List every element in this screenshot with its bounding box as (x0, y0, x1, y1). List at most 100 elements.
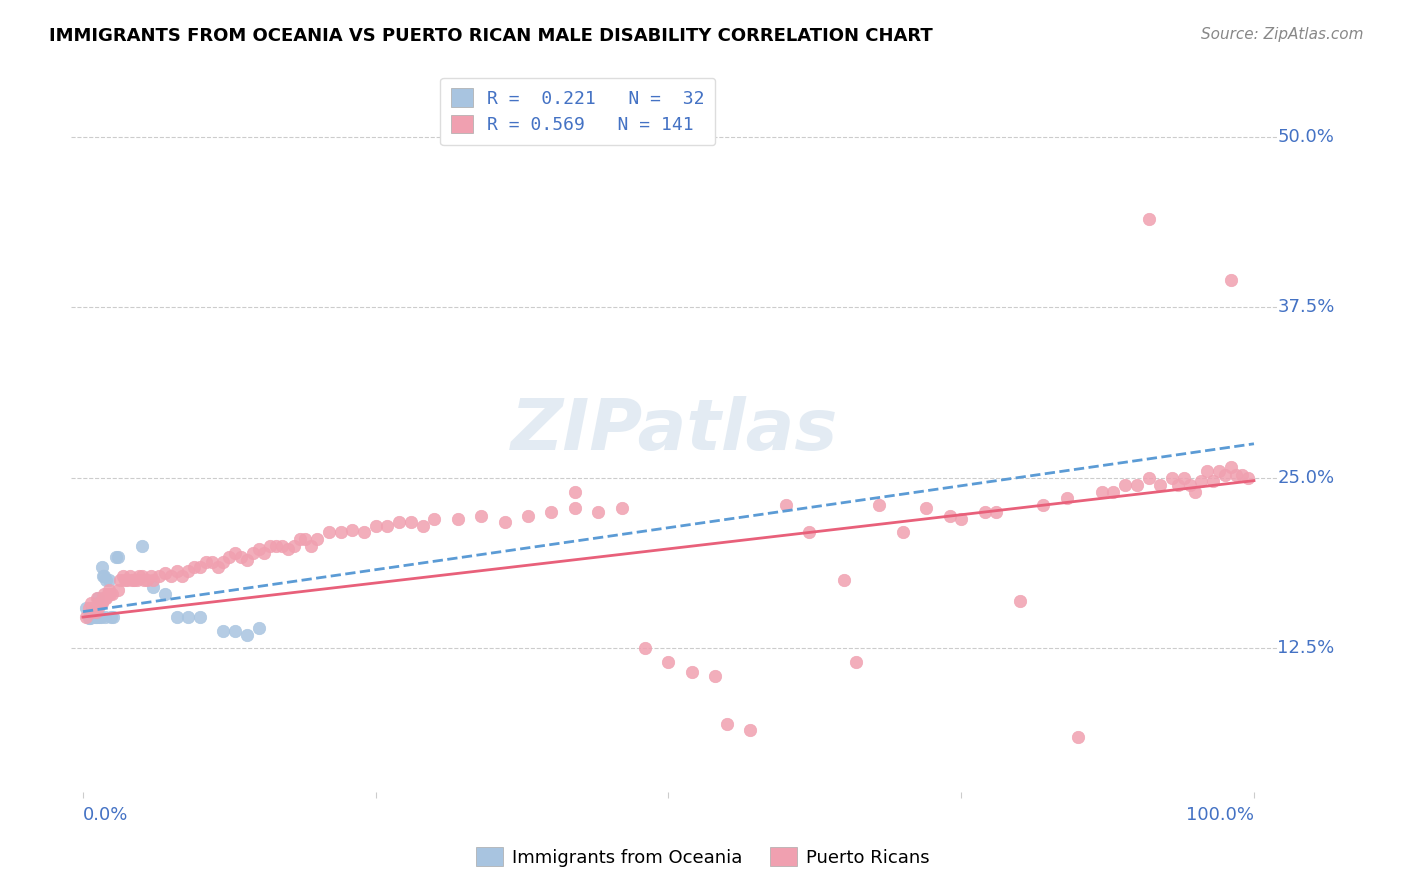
Point (364, 518, 387, 533)
Point (1225, 468, 1247, 483)
Point (142, 573, 165, 587)
Point (318, 525, 340, 540)
Text: 12.5%: 12.5% (1278, 640, 1334, 657)
Point (90, 559, 112, 574)
Point (148, 569, 170, 583)
Text: ZIPatlas: ZIPatlas (510, 396, 838, 465)
Point (91, 569, 114, 583)
Point (1219, 273, 1241, 287)
Point (100, 610, 122, 624)
Point (153, 587, 176, 601)
Point (388, 515, 411, 529)
Point (118, 569, 141, 583)
Point (1213, 468, 1236, 483)
Point (177, 564, 200, 578)
Point (188, 610, 211, 624)
Point (1137, 471, 1160, 485)
Point (212, 556, 235, 570)
Text: 100.0%: 100.0% (1187, 806, 1254, 824)
Point (89, 596, 111, 610)
Point (1137, 211, 1160, 226)
Point (96, 591, 118, 605)
Point (97, 582, 120, 597)
Point (139, 569, 162, 583)
Point (86, 591, 108, 605)
Point (868, 498, 890, 512)
Point (1149, 477, 1171, 491)
Point (283, 539, 305, 553)
Point (83, 600, 105, 615)
Point (891, 525, 914, 540)
Point (114, 573, 136, 587)
Point (1197, 464, 1219, 478)
Point (247, 621, 270, 635)
Point (117, 573, 139, 587)
Point (177, 610, 200, 624)
Point (121, 573, 143, 587)
Point (136, 573, 159, 587)
Point (128, 569, 150, 583)
Point (93, 587, 115, 601)
Point (938, 509, 960, 524)
Legend: Immigrants from Oceania, Puerto Ricans: Immigrants from Oceania, Puerto Ricans (470, 840, 936, 874)
Point (125, 573, 148, 587)
Point (97, 573, 120, 587)
Point (1232, 468, 1254, 483)
Point (1102, 484, 1125, 499)
Point (212, 624, 235, 638)
Text: 25.0%: 25.0% (1278, 469, 1334, 487)
Point (80, 596, 103, 610)
Point (224, 624, 246, 638)
Point (77, 600, 100, 615)
Point (111, 569, 134, 583)
Point (89, 610, 111, 624)
Point (83, 610, 105, 624)
Point (1008, 593, 1031, 607)
Point (103, 610, 125, 624)
Point (564, 500, 586, 515)
Point (90, 596, 112, 610)
Point (540, 505, 562, 519)
Point (610, 500, 633, 515)
Point (89, 610, 111, 624)
Point (915, 500, 938, 515)
Point (79, 611, 101, 625)
Point (188, 559, 211, 574)
Point (740, 723, 762, 738)
Point (132, 573, 155, 587)
Text: 0.0%: 0.0% (83, 806, 128, 824)
Point (1189, 474, 1212, 488)
Point (1184, 484, 1206, 499)
Point (247, 541, 270, 556)
Point (194, 556, 217, 570)
Point (87, 591, 110, 605)
Point (236, 553, 259, 567)
Point (657, 655, 679, 669)
Point (342, 523, 364, 537)
Point (470, 509, 492, 524)
Point (153, 566, 176, 581)
Point (172, 569, 194, 583)
Point (986, 505, 1008, 519)
Point (494, 515, 516, 529)
Point (294, 533, 316, 547)
Point (1056, 491, 1078, 506)
Point (142, 580, 165, 594)
Point (207, 559, 229, 574)
Point (75, 600, 97, 615)
Point (1167, 477, 1189, 491)
Point (412, 518, 434, 533)
Point (242, 546, 264, 560)
Point (124, 573, 146, 587)
Point (716, 716, 738, 731)
Point (447, 512, 470, 526)
Point (1091, 484, 1114, 499)
Point (86, 610, 108, 624)
Point (253, 546, 276, 560)
Point (91, 591, 114, 605)
Point (1219, 460, 1241, 475)
Point (75, 610, 97, 624)
Point (218, 549, 240, 564)
Point (89, 596, 111, 610)
Text: IMMIGRANTS FROM OCEANIA VS PUERTO RICAN MALE DISABILITY CORRELATION CHART: IMMIGRANTS FROM OCEANIA VS PUERTO RICAN … (49, 27, 934, 45)
